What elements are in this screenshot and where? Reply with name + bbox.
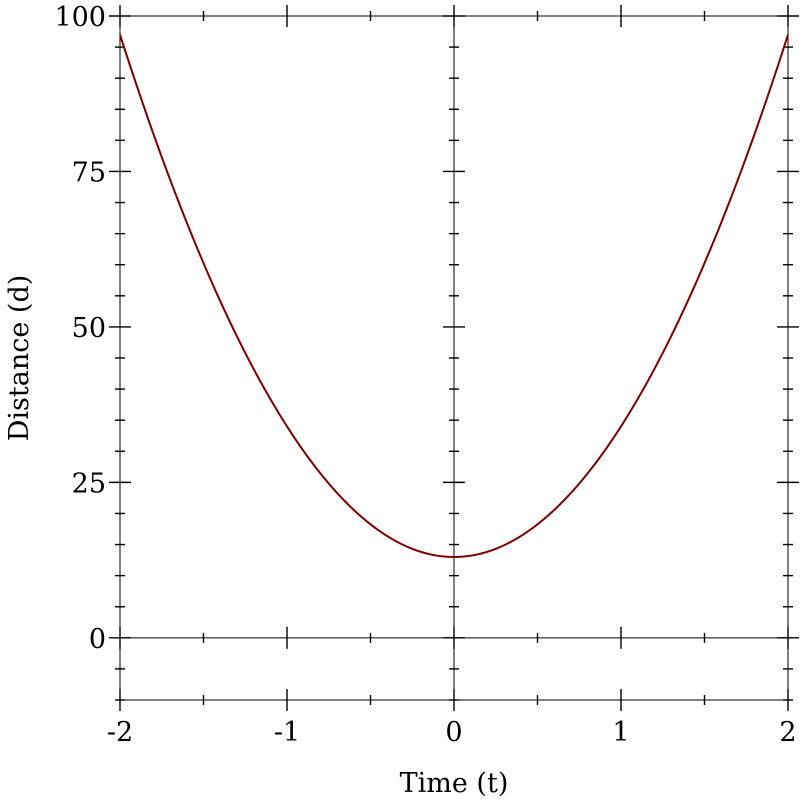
series-line bbox=[119, 34, 789, 558]
x-tick-label: 0 bbox=[445, 717, 462, 748]
x-tick-label: -2 bbox=[107, 717, 133, 748]
y-tick-label: 75 bbox=[72, 157, 106, 188]
y-tick-label: 100 bbox=[54, 2, 106, 33]
x-tick-label: 2 bbox=[779, 717, 796, 748]
y-axis-label: Distance (d) bbox=[4, 275, 35, 442]
x-tick-label: -1 bbox=[274, 717, 300, 748]
y-tick-label: 0 bbox=[89, 624, 106, 655]
x-tick-label: 1 bbox=[612, 717, 629, 748]
series-group bbox=[119, 34, 789, 558]
y-tick-label: 25 bbox=[72, 468, 106, 499]
axis-ticks bbox=[109, 5, 799, 711]
tick-labels: -2 -1 0 1 2 0 25 50 75 100 bbox=[54, 2, 796, 748]
y-tick-label: 50 bbox=[72, 313, 106, 344]
x-axis-label: Time (t) bbox=[400, 768, 509, 799]
